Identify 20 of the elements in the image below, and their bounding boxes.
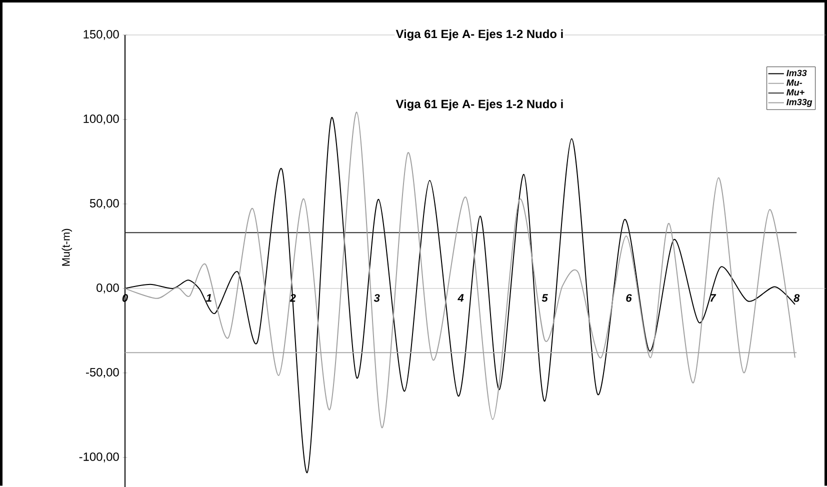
legend-label: Im33 <box>786 70 807 76</box>
x-tick-label: 7 <box>710 294 716 302</box>
x-tick-label: 1 <box>206 294 212 302</box>
text: Viga 61 Eje A- Ejes 1-2 Nudo i <box>396 99 563 111</box>
y-axis-title: Mu(t-m) <box>62 228 72 266</box>
x-tick-label: 6 <box>626 294 632 302</box>
x-tick-label: 3 <box>374 294 380 302</box>
x-tick-label: 5 <box>542 294 548 302</box>
y-tick-label: -100,00 <box>79 452 119 462</box>
legend-label: Im33g <box>786 98 812 107</box>
y-tick-label: 150,00 <box>84 30 119 40</box>
legend-label: Mu- <box>786 80 802 86</box>
y-tick-label: 100,00 <box>84 114 119 124</box>
chart-title: Viga 61 Eje A- Ejes 1-2 Nudo i <box>396 29 563 41</box>
legend-label: Mu+ <box>786 89 804 96</box>
y-tick-label: 0,00 <box>96 284 119 294</box>
y-tick-label: 50,00 <box>90 199 119 209</box>
y-tick-label: -50,00 <box>86 368 119 378</box>
x-tick-label: 8 <box>794 294 800 302</box>
x-tick-label: 4 <box>458 294 464 302</box>
